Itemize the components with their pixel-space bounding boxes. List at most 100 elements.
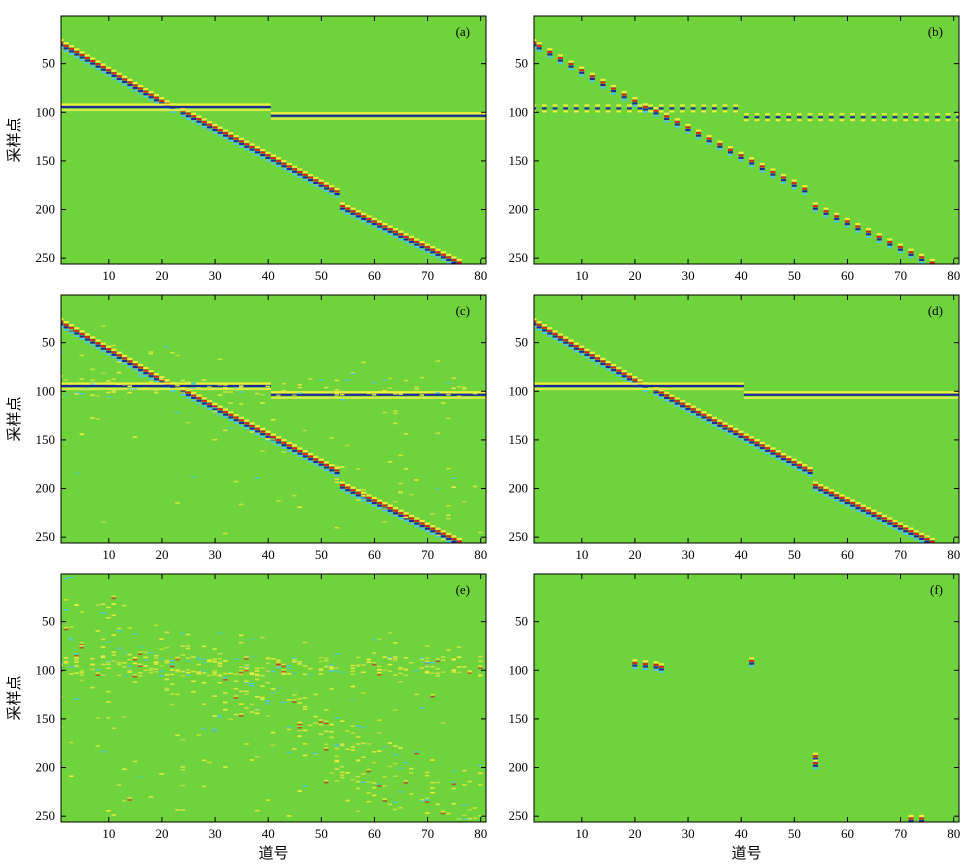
noise-mark bbox=[153, 392, 159, 394]
noise-mark bbox=[111, 651, 116, 653]
noise-mark bbox=[398, 668, 403, 670]
noise-mark bbox=[90, 663, 95, 666]
wavelet-mark bbox=[159, 99, 165, 102]
noise-mark bbox=[478, 772, 483, 775]
wavelet-mark bbox=[148, 91, 154, 94]
wavelet-mark bbox=[223, 134, 229, 137]
noise-mark bbox=[169, 673, 175, 676]
wavelet-mark bbox=[738, 430, 744, 433]
noise-mark bbox=[371, 761, 377, 764]
wavelet-mark bbox=[361, 217, 367, 220]
noise-mark bbox=[68, 673, 74, 675]
wavelet-mark bbox=[233, 413, 239, 417]
noise-mark bbox=[440, 659, 446, 662]
noise-mark bbox=[339, 774, 345, 776]
wavelet-mark bbox=[892, 522, 898, 525]
wavelet-mark bbox=[127, 360, 133, 363]
noise-mark bbox=[249, 671, 255, 674]
noise-mark bbox=[116, 661, 122, 664]
wavelet-mark bbox=[339, 202, 345, 205]
wavelet-mark bbox=[754, 444, 760, 447]
wavelet-mark bbox=[238, 140, 245, 143]
noise-mark bbox=[196, 387, 201, 389]
noise-mark bbox=[329, 668, 334, 670]
x-tick-label: 50 bbox=[315, 268, 328, 283]
noise-mark bbox=[106, 663, 111, 666]
wavelet-mark bbox=[196, 118, 202, 121]
noise-mark bbox=[244, 707, 249, 709]
noise-mark bbox=[116, 371, 122, 374]
noise-mark bbox=[153, 663, 159, 665]
wavelet-mark bbox=[653, 109, 659, 112]
wavelet-mark bbox=[632, 378, 638, 381]
wavelet-mark bbox=[281, 162, 287, 165]
wavelet-mark bbox=[547, 334, 553, 338]
wavelet-mark bbox=[818, 486, 824, 489]
noise-mark bbox=[403, 669, 409, 671]
wavelet-mark bbox=[419, 246, 425, 249]
wavelet-mark bbox=[260, 430, 266, 433]
wavelet-mark bbox=[254, 425, 260, 428]
wavelet-mark bbox=[812, 481, 818, 484]
wavelet-mark bbox=[457, 267, 462, 269]
reflector-mark bbox=[690, 104, 696, 107]
noise-mark bbox=[323, 779, 329, 782]
noise-mark bbox=[350, 746, 356, 748]
wavelet-mark bbox=[148, 93, 154, 96]
wavelet-mark bbox=[611, 363, 617, 367]
wavelet-mark bbox=[749, 438, 755, 441]
noise-mark bbox=[228, 391, 233, 393]
reflector-mark bbox=[626, 104, 632, 107]
noise-mark bbox=[122, 674, 127, 677]
noise-mark bbox=[244, 693, 249, 695]
wavelet-mark bbox=[897, 522, 903, 525]
wavelet-mark bbox=[111, 356, 117, 359]
wavelet-mark bbox=[297, 173, 303, 176]
noise-mark bbox=[334, 526, 340, 529]
noise-mark bbox=[414, 386, 419, 388]
wavelet-mark bbox=[185, 115, 191, 118]
wavelet-mark bbox=[770, 173, 776, 176]
wavelet-mark bbox=[106, 71, 112, 74]
wavelet-mark bbox=[802, 464, 808, 467]
wavelet-mark bbox=[138, 369, 144, 372]
noise-mark bbox=[180, 768, 186, 771]
reflector-mark bbox=[754, 116, 760, 119]
noise-mark bbox=[175, 354, 180, 357]
wavelet-mark bbox=[323, 184, 330, 188]
x-tick-label: 60 bbox=[841, 268, 854, 283]
wavelet-mark bbox=[217, 126, 223, 129]
noise-mark bbox=[339, 393, 345, 396]
wavelet-mark bbox=[414, 519, 420, 523]
wavelet-mark bbox=[111, 74, 117, 77]
y-tick-label: 250 bbox=[36, 808, 56, 823]
wavelet-mark bbox=[207, 407, 213, 410]
noise-mark bbox=[334, 379, 340, 382]
wavelet-mark bbox=[642, 103, 648, 106]
wavelet-mark bbox=[881, 517, 888, 520]
noise-mark bbox=[424, 801, 430, 803]
noise-mark bbox=[212, 661, 217, 663]
noise-mark bbox=[276, 394, 281, 397]
reflector-mark bbox=[903, 116, 908, 119]
wavelet-mark bbox=[855, 222, 861, 226]
noise-mark bbox=[175, 384, 180, 387]
wavelet-mark bbox=[876, 514, 882, 517]
wavelet-mark bbox=[361, 491, 367, 494]
wavelet-mark bbox=[855, 509, 861, 512]
noise-mark bbox=[361, 781, 366, 784]
noise-mark bbox=[217, 652, 223, 655]
wavelet-mark bbox=[414, 522, 420, 525]
wavelet-mark bbox=[802, 192, 808, 195]
wavelet-mark bbox=[701, 416, 707, 419]
noise-mark bbox=[63, 379, 69, 381]
noise-mark bbox=[223, 679, 228, 681]
x-axis-label: 道号 bbox=[731, 845, 761, 862]
noise-mark bbox=[361, 497, 366, 499]
wavelet-mark bbox=[111, 77, 117, 80]
wavelet-mark bbox=[339, 484, 345, 487]
noise-mark bbox=[61, 726, 63, 728]
wavelet-mark bbox=[249, 143, 255, 146]
noise-mark bbox=[201, 670, 207, 672]
wavelet-mark bbox=[111, 72, 117, 75]
